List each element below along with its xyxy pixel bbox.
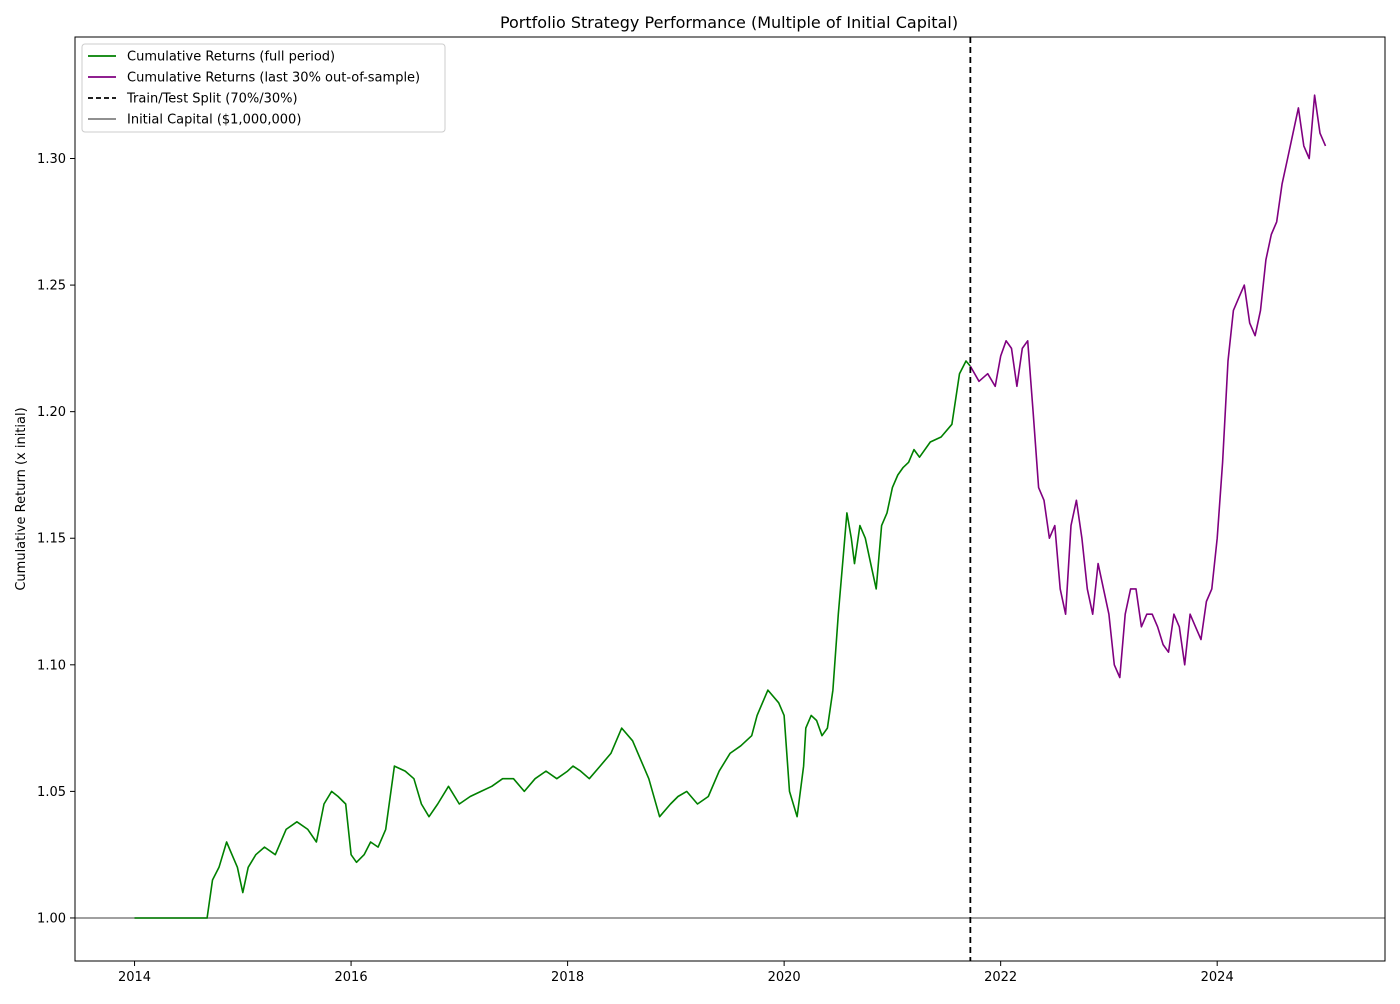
plot-layer (75, 37, 1385, 961)
series-line-0 (134, 360, 971, 919)
y-tick-label: 1.25 (37, 279, 66, 294)
y-tick-label: 1.15 (37, 532, 66, 547)
plot-frame (74, 36, 1386, 962)
x-tick-label: 2014 (118, 970, 151, 985)
ticks-layer: 2014 2016 2018 2020 2022 2024 1.00 1.05 1.10 1.15… (37, 152, 1234, 985)
x-tick-label: 2020 (768, 970, 801, 985)
y-axis-label: Cumulative Return (x initial) (14, 407, 29, 590)
legend-label-1: Cumulative Returns (last 30% out-of-samp… (127, 71, 420, 86)
legend-label-2: Train/Test Split (70%/30%) (126, 92, 298, 107)
x-tick-label: 2018 (551, 970, 584, 985)
x-tick-label: 2024 (1201, 970, 1234, 985)
series-line-1 (969, 94, 1327, 679)
x-tick-label: 2016 (335, 970, 368, 985)
y-tick-label: 1.00 (37, 911, 66, 926)
chart-title: Portfolio Strategy Performance (Multiple… (500, 13, 958, 32)
x-tick-label: 2022 (984, 970, 1017, 985)
legend-box (81, 43, 446, 133)
legend: Cumulative Returns (full period) Cumulati… (81, 43, 446, 133)
legend-label-3: Initial Capital ($1,000,000) (127, 113, 301, 128)
legend-label-0: Cumulative Returns (full period) (127, 50, 335, 65)
y-tick-label: 1.05 (37, 785, 66, 800)
y-tick-label: 1.20 (37, 405, 66, 420)
y-tick-label: 1.10 (37, 658, 66, 673)
y-tick-label: 1.30 (37, 152, 66, 167)
